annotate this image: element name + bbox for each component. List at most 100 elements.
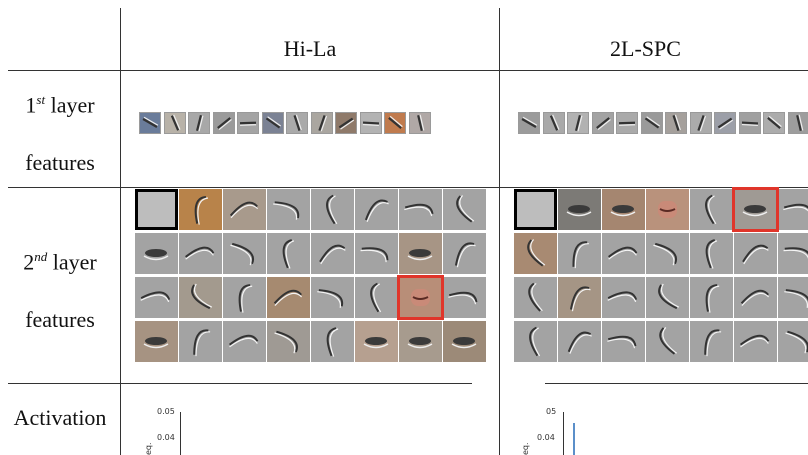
second-layer-feature bbox=[443, 321, 486, 362]
second-layer-feature bbox=[734, 233, 777, 274]
second-layer-feature bbox=[734, 321, 777, 362]
second-layer-feature bbox=[602, 277, 645, 318]
second-layer-feature bbox=[223, 189, 266, 230]
first-layer-patch bbox=[591, 112, 614, 134]
first-layer-patch bbox=[139, 112, 161, 134]
second-layer-feature bbox=[778, 233, 808, 274]
second-layer-feature bbox=[311, 189, 354, 230]
second-layer-feature bbox=[223, 233, 266, 274]
second-layer-feature bbox=[135, 321, 178, 362]
second-layer-feature bbox=[514, 321, 557, 362]
ylabel-left: eq. bbox=[144, 442, 153, 455]
second-layer-feature bbox=[135, 233, 178, 274]
second-layer-feature bbox=[558, 321, 601, 362]
second-layer-feature bbox=[443, 189, 486, 230]
first-layer-patch bbox=[567, 112, 589, 134]
divider-second-layer-b bbox=[545, 383, 808, 384]
second-layer-feature bbox=[179, 277, 222, 318]
first-layer-patch bbox=[188, 112, 210, 134]
second-layer-feature bbox=[355, 189, 398, 230]
tick-left-2: 0.04 bbox=[157, 433, 175, 442]
second-layer-feature bbox=[690, 277, 733, 318]
second-layer-feature bbox=[399, 189, 442, 230]
tick-left-1: 0.05 bbox=[157, 407, 175, 416]
first-layer-patch bbox=[408, 112, 431, 134]
divider-second-layer-a bbox=[8, 383, 472, 384]
first-layer-patch bbox=[689, 112, 712, 134]
first-layer-patch bbox=[163, 112, 186, 134]
second-layer-feature bbox=[514, 189, 557, 230]
first-layer-patch bbox=[261, 112, 284, 134]
first-layer-patch bbox=[738, 112, 761, 134]
second-layer-feature bbox=[558, 189, 601, 230]
second-layer-feature bbox=[135, 277, 178, 318]
second-layer-feature bbox=[602, 189, 645, 230]
first-layer-patch bbox=[384, 112, 406, 134]
second-layer-feature bbox=[602, 233, 645, 274]
second-layer-feature bbox=[690, 321, 733, 362]
second-layer-feature bbox=[778, 277, 808, 318]
second-layer-feature bbox=[443, 277, 486, 318]
second-layer-feature bbox=[355, 277, 398, 318]
activation-bar bbox=[573, 423, 575, 455]
second-layer-feature bbox=[311, 321, 354, 362]
first-layer-patch bbox=[237, 112, 259, 134]
first-layer-patch bbox=[286, 112, 308, 134]
first-layer-patch bbox=[359, 112, 382, 134]
second-layer-feature bbox=[397, 275, 444, 320]
column-header-hi-la: Hi-La bbox=[283, 36, 337, 61]
first-layer-patch bbox=[310, 112, 333, 134]
tick-right-2: 0.04 bbox=[537, 433, 555, 442]
first-layer-patch bbox=[640, 112, 663, 134]
second-layer-feature bbox=[778, 189, 808, 230]
first-layer-patch bbox=[212, 112, 235, 134]
second-layer-feature bbox=[267, 321, 310, 362]
y-axis-left bbox=[180, 412, 181, 455]
second-layer-feature bbox=[135, 189, 178, 230]
divider-left bbox=[120, 8, 121, 455]
second-layer-feature bbox=[399, 233, 442, 274]
second-layer-feature bbox=[267, 189, 310, 230]
second-layer-feature bbox=[602, 321, 645, 362]
divider-middle bbox=[499, 8, 500, 455]
row-label-first-layer-features: features bbox=[25, 150, 95, 175]
second-layer-feature bbox=[514, 233, 557, 274]
ylabel-right: eq. bbox=[521, 442, 530, 455]
first-layer-patch bbox=[335, 112, 357, 134]
divider-header bbox=[8, 70, 808, 71]
second-layer-feature bbox=[646, 233, 689, 274]
first-layer-patch bbox=[763, 112, 785, 134]
row-label-second-layer-features: features bbox=[25, 307, 95, 332]
second-layer-feature bbox=[311, 233, 354, 274]
second-layer-feature bbox=[223, 277, 266, 318]
second-layer-feature bbox=[778, 321, 808, 362]
second-layer-feature bbox=[646, 277, 689, 318]
second-layer-feature bbox=[267, 277, 310, 318]
second-layer-feature bbox=[734, 277, 777, 318]
second-layer-feature bbox=[179, 321, 222, 362]
tick-right-1: 05 bbox=[546, 407, 557, 416]
divider-first-layer bbox=[8, 187, 808, 188]
second-layer-feature bbox=[646, 321, 689, 362]
row-label-first-layer: 1st layer bbox=[25, 92, 95, 118]
first-layer-patch bbox=[665, 112, 687, 134]
y-axis-right bbox=[563, 412, 564, 455]
first-layer-patch bbox=[518, 112, 540, 134]
second-layer-feature bbox=[179, 189, 222, 230]
row-label-second-layer: 2nd layer bbox=[23, 249, 97, 275]
first-layer-patch bbox=[542, 112, 565, 134]
row-label-activation: Activation bbox=[13, 405, 107, 430]
second-layer-feature bbox=[690, 189, 733, 230]
first-layer-patch bbox=[787, 112, 808, 134]
second-layer-feature bbox=[267, 233, 310, 274]
second-layer-feature bbox=[690, 233, 733, 274]
second-layer-feature bbox=[223, 321, 266, 362]
second-layer-feature bbox=[558, 277, 601, 318]
second-layer-feature bbox=[355, 321, 398, 362]
second-layer-feature bbox=[311, 277, 354, 318]
second-layer-feature bbox=[443, 233, 486, 274]
first-layer-patch bbox=[714, 112, 736, 134]
second-layer-feature bbox=[732, 187, 779, 232]
second-layer-feature bbox=[558, 233, 601, 274]
first-layer-patch bbox=[616, 112, 638, 134]
